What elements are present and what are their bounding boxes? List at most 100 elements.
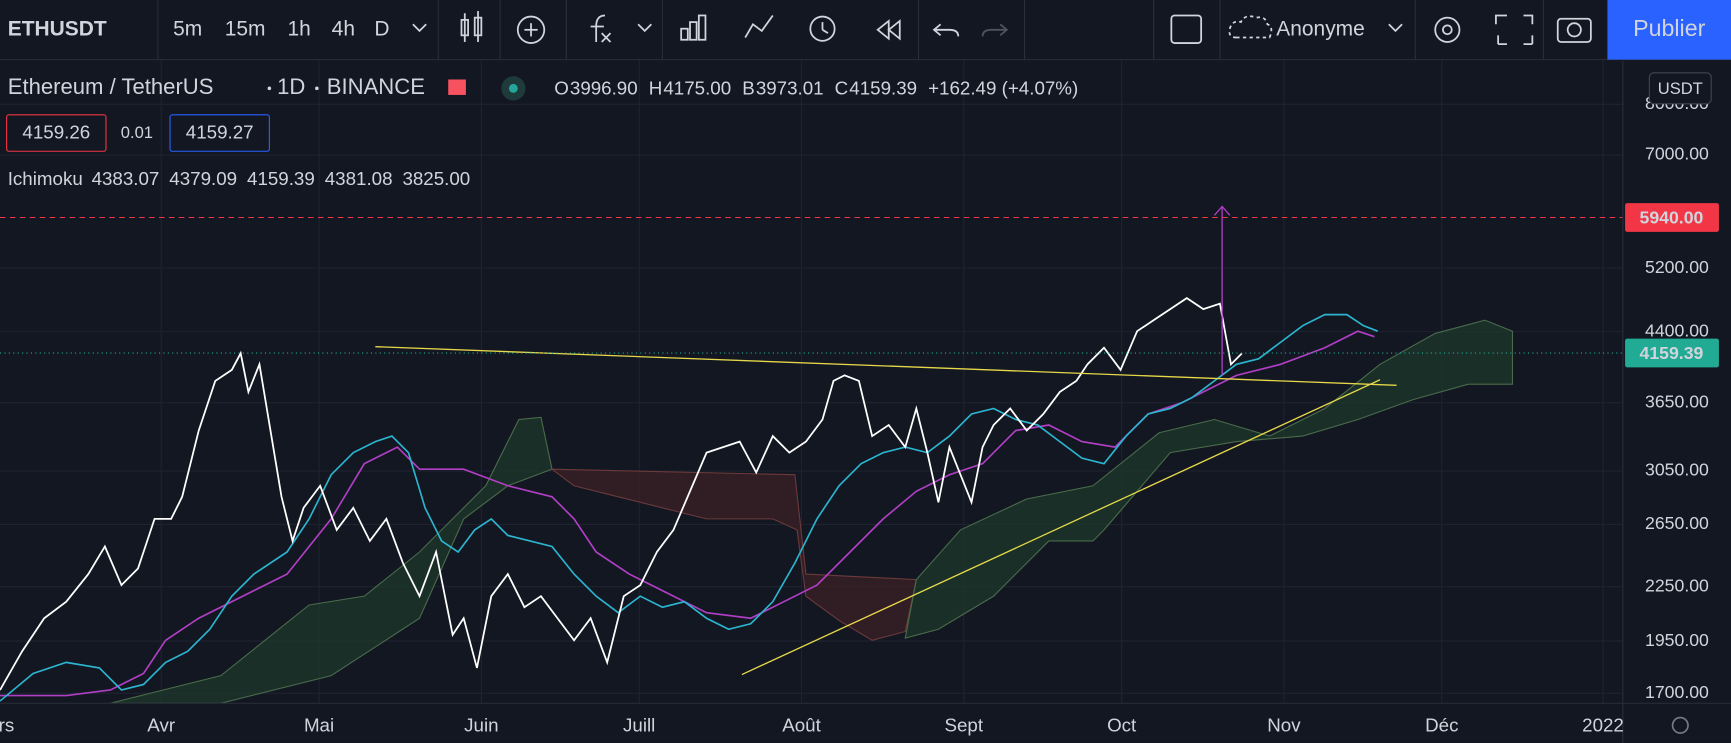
indicator-value: 3825.00 bbox=[402, 168, 470, 189]
cloud-bullish bbox=[110, 416, 553, 704]
undo-icon[interactable] bbox=[932, 23, 960, 37]
indicator-value: 4159.39 bbox=[247, 168, 315, 189]
interval[interactable]: 15m bbox=[225, 17, 266, 40]
add-icon[interactable] bbox=[516, 15, 546, 44]
screenshot-icon[interactable] bbox=[1556, 17, 1592, 43]
settings-icon[interactable] bbox=[1434, 16, 1461, 43]
cloud-bullish bbox=[904, 319, 1514, 639]
templates-icon[interactable] bbox=[680, 14, 707, 41]
change: +162.49 (+4.07%) bbox=[928, 77, 1078, 98]
account-name[interactable]: Anonyme bbox=[1276, 17, 1365, 40]
ohlc-label: H bbox=[649, 77, 663, 98]
x-tick-label: Sept bbox=[945, 714, 984, 735]
account-dropdown[interactable] bbox=[1388, 23, 1403, 33]
cloud-bearish bbox=[550, 468, 917, 641]
alert-chart-icon[interactable] bbox=[744, 14, 774, 38]
separator-dot bbox=[315, 86, 319, 91]
y-tick-label: 2250.00 bbox=[1645, 575, 1709, 595]
indicator-name: Ichimoku bbox=[8, 168, 83, 189]
fullscreen-icon[interactable] bbox=[1495, 14, 1534, 46]
x-tick-label: Avr bbox=[147, 714, 175, 735]
bid-box[interactable] bbox=[6, 114, 107, 152]
y-tick-label: 3050.00 bbox=[1645, 460, 1709, 480]
axes: 8000.007000.005200.004400.003650.003050.… bbox=[0, 72, 1731, 743]
axis-settings[interactable] bbox=[1671, 716, 1689, 734]
symbol[interactable]: ETHUSDT bbox=[8, 17, 107, 40]
ask-box[interactable] bbox=[169, 114, 270, 152]
replay-icon[interactable] bbox=[887, 19, 901, 41]
x-tick-label: Juill bbox=[623, 714, 655, 735]
bid[interactable]: 4159.26 bbox=[22, 122, 90, 143]
layout-icon[interactable] bbox=[1170, 14, 1203, 44]
indicators-dropdown[interactable] bbox=[637, 23, 652, 33]
x-tick-label: Août bbox=[782, 714, 821, 735]
y-tick-label: 2650.00 bbox=[1645, 513, 1709, 533]
y-tick-label: 1700.00 bbox=[1645, 682, 1709, 702]
y-tick-label: 7000.00 bbox=[1645, 144, 1709, 164]
candle-icon[interactable] bbox=[460, 11, 483, 42]
replay-icon[interactable] bbox=[876, 19, 890, 41]
market-status bbox=[508, 83, 518, 93]
interval[interactable]: 4h bbox=[332, 17, 355, 40]
toolbar-dividers bbox=[157, 0, 1544, 60]
ohlc-value: 4159.39 bbox=[849, 77, 917, 98]
x-tick-label: Juin bbox=[464, 714, 498, 735]
lagging-line bbox=[0, 297, 1243, 691]
x-tick-label: 2022 bbox=[1582, 714, 1624, 735]
interval-name: 1D bbox=[277, 74, 305, 99]
publish-button[interactable] bbox=[1607, 0, 1731, 60]
price-axis-bg bbox=[1622, 60, 1731, 743]
marker-lines bbox=[0, 216, 1623, 354]
flag bbox=[448, 79, 466, 95]
ui-texts: ETHUSDT 5m 15m 1h 4h D Anonyme Publier Ethereum … bbox=[6, 15, 1706, 189]
ohlc-value: 3973.01 bbox=[756, 77, 824, 98]
ohlc-label: O bbox=[554, 77, 569, 98]
trendline bbox=[741, 379, 1381, 676]
currency[interactable]: USDT bbox=[1658, 79, 1703, 98]
ohlc-value: 3996.90 bbox=[570, 77, 638, 98]
exchange: BINANCE bbox=[327, 74, 425, 99]
plot-drawings bbox=[0, 205, 1623, 704]
y-tick-label: 4400.00 bbox=[1645, 320, 1709, 340]
redo-icon[interactable] bbox=[981, 23, 1009, 37]
price-badge-label: 4159.39 bbox=[1640, 343, 1704, 363]
y-tick-label: 5200.00 bbox=[1645, 257, 1709, 277]
indicator-value: 4381.08 bbox=[325, 168, 393, 189]
y-tick-label: 3650.00 bbox=[1645, 391, 1709, 411]
y-tick-label: 1950.00 bbox=[1645, 630, 1709, 650]
publish-label[interactable]: Publier bbox=[1633, 15, 1705, 41]
alert-icon[interactable] bbox=[809, 15, 836, 42]
ask[interactable]: 4159.27 bbox=[186, 122, 254, 143]
kijun-line bbox=[0, 330, 1375, 697]
indicator-value: 4379.09 bbox=[169, 168, 237, 189]
interval[interactable]: D bbox=[374, 17, 389, 40]
symbol-name: Ethereum / TetherUS bbox=[8, 74, 214, 99]
price-badge-label: 5940.00 bbox=[1640, 207, 1704, 227]
x-tick-label: Mars bbox=[0, 714, 14, 735]
toolbar-icons bbox=[412, 11, 1592, 46]
price-badge bbox=[1625, 338, 1719, 368]
ohlc-label: B bbox=[742, 77, 755, 98]
spread: 0.01 bbox=[121, 123, 153, 142]
price-axis-corner bbox=[1623, 704, 1731, 743]
separator-dot bbox=[267, 86, 272, 91]
indicators-icon[interactable] bbox=[590, 14, 612, 43]
interval[interactable]: 5m bbox=[173, 17, 202, 40]
target-arrow-head bbox=[1213, 205, 1231, 216]
x-tick-label: Déc bbox=[1425, 714, 1458, 735]
ohlc-value: 4175.00 bbox=[663, 77, 731, 98]
x-tick-label: Oct bbox=[1107, 714, 1137, 735]
trendline bbox=[375, 345, 1397, 386]
x-tick-label: Mai bbox=[304, 714, 334, 735]
x-tick-label: Nov bbox=[1267, 714, 1301, 735]
ohlc-label: C bbox=[835, 77, 849, 98]
interval[interactable]: 1h bbox=[288, 17, 311, 40]
currency-badge[interactable] bbox=[1648, 72, 1712, 105]
price-badge bbox=[1625, 203, 1719, 232]
indicator-value: 4383.07 bbox=[92, 168, 160, 189]
tenkan-line bbox=[0, 313, 1379, 702]
interval-dropdown[interactable] bbox=[412, 23, 427, 33]
